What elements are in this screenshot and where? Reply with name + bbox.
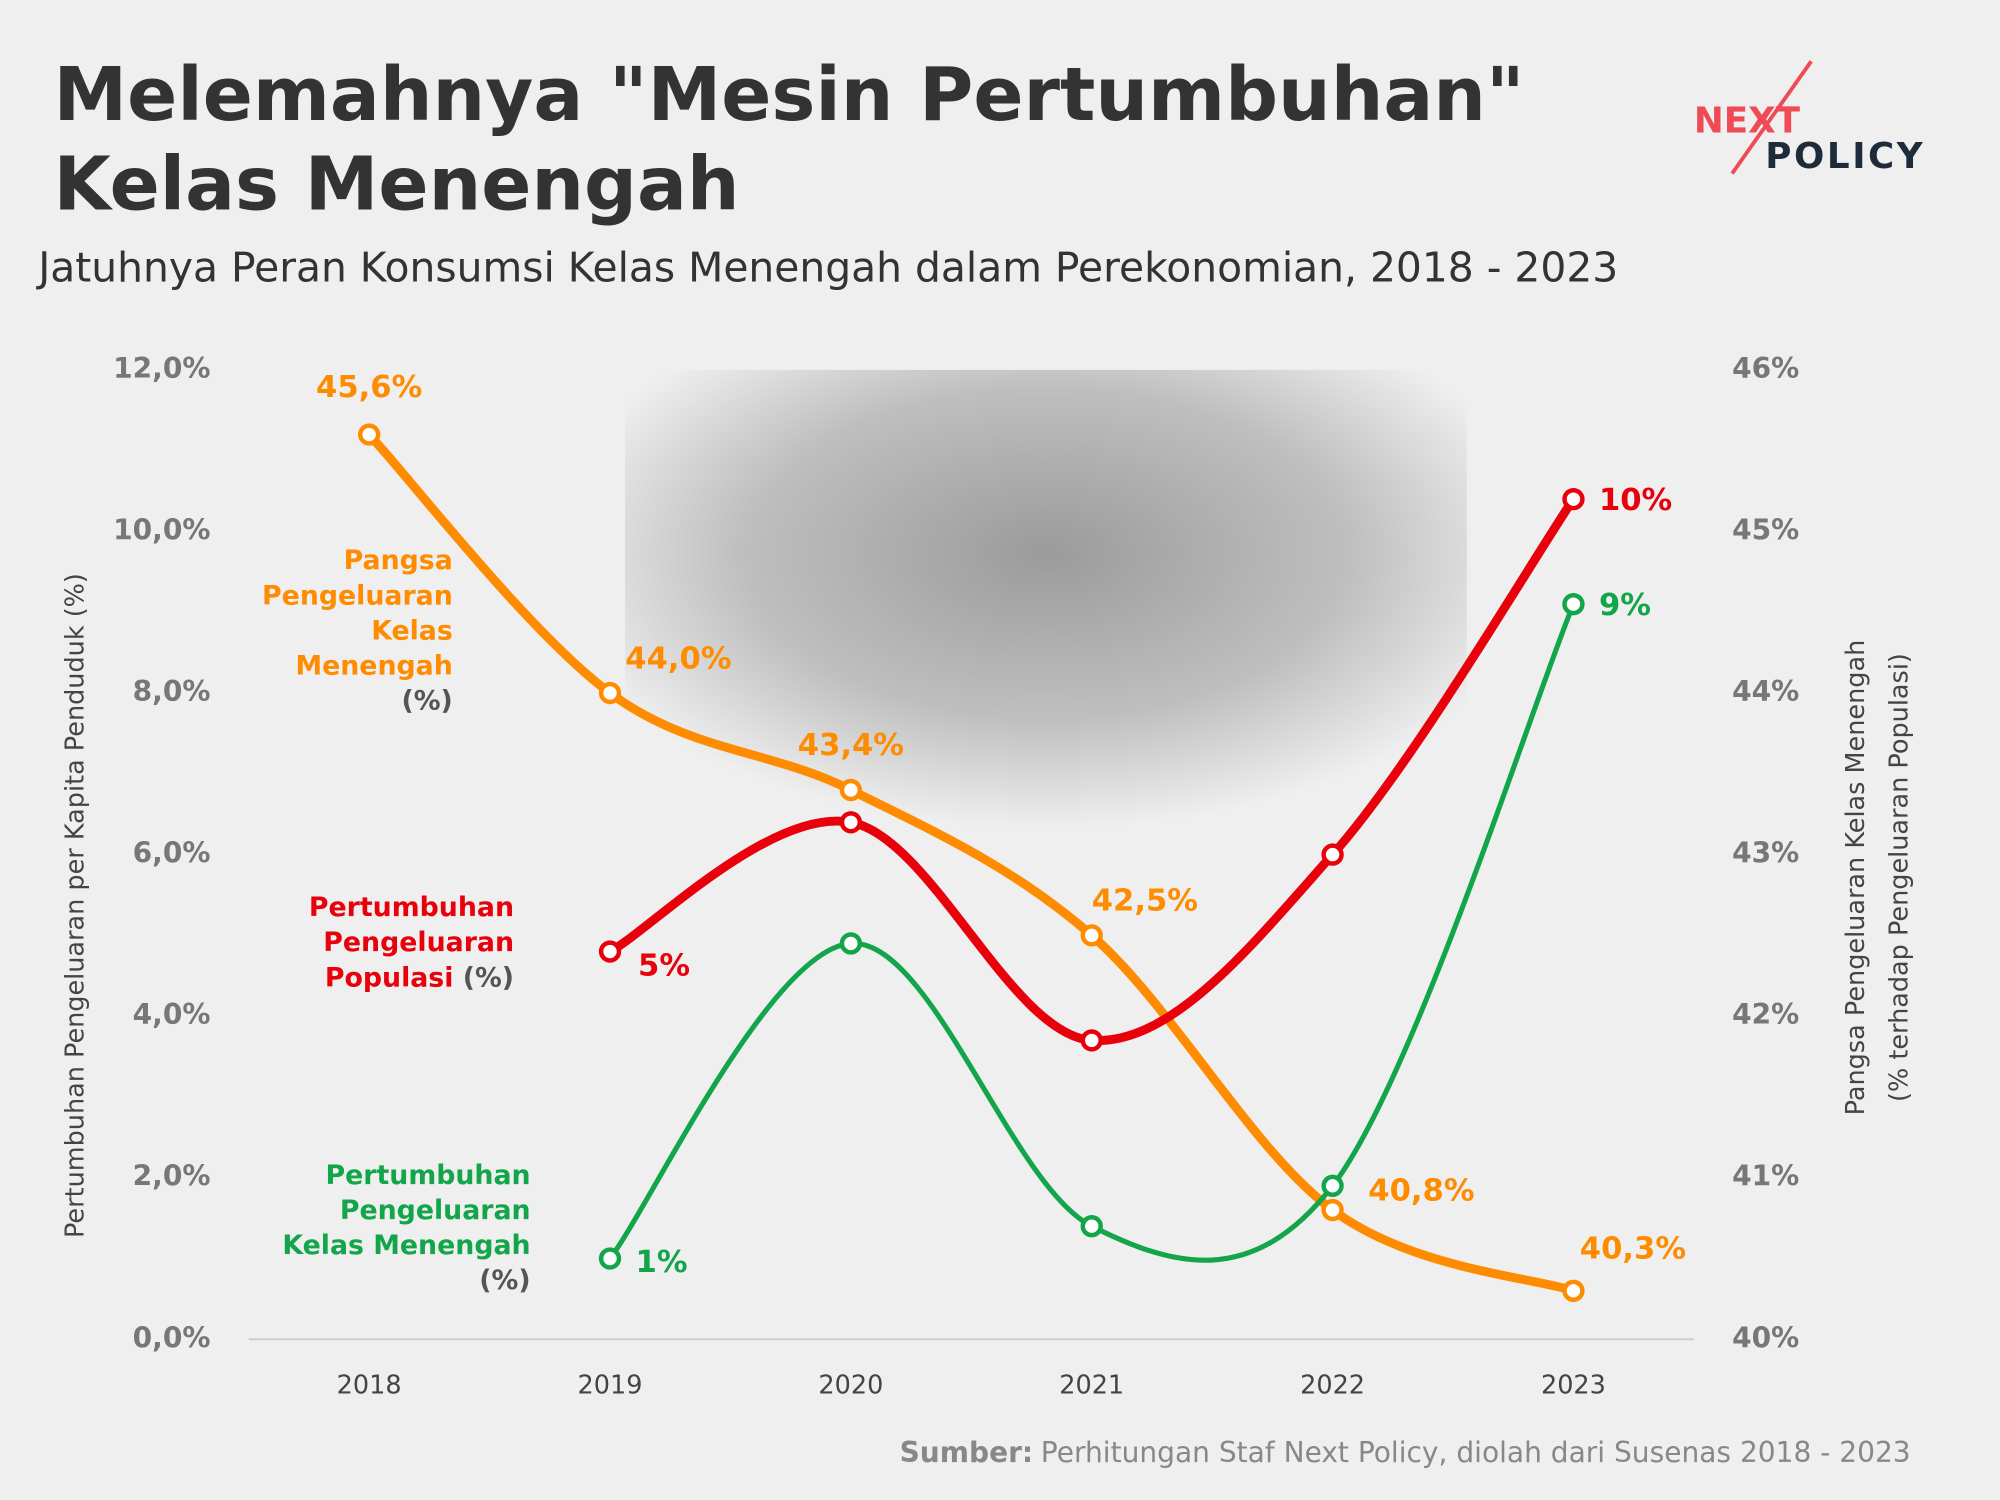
data-point [357, 423, 381, 446]
legend-line: Pangsa [344, 545, 453, 576]
legend-word: Pertumbuhan [326, 1160, 531, 1191]
chart-title: Kelas Menengah [54, 141, 740, 227]
legend-line: Populasi (%) [325, 962, 514, 993]
logo-slash [1730, 60, 1813, 175]
data-label: 45,6% [316, 370, 422, 405]
legend-line: Pengeluaran [262, 580, 453, 611]
data-point [1080, 1215, 1103, 1238]
legend-line: Pertumbuhan [326, 1160, 531, 1191]
legend-word: Kelas [282, 1230, 364, 1261]
y2-tick-label: 42% [1732, 998, 1799, 1031]
data-label: 40,3% [1580, 1232, 1686, 1267]
data-point [839, 778, 863, 802]
legend-line: (%) [479, 1265, 530, 1296]
legend-word: Menengah [364, 1230, 531, 1261]
source: Perhitungan Staf Next Policy, diolah dar… [1041, 1436, 1911, 1469]
data-label: 44,0% [625, 641, 731, 676]
chart-subtitle: Jatuhnya Peran Konsumsi Kelas Menengah d… [35, 243, 1618, 291]
y-tick-label: 6,0% [133, 837, 211, 870]
data-label: 1% [636, 1245, 688, 1280]
background-photo [625, 369, 1467, 830]
legend-label: Pangsa Pengeluaran Kelas Menengah (%) [262, 545, 453, 716]
y-tick-label: 2,0% [133, 1160, 211, 1193]
data-point [1080, 1029, 1103, 1052]
x-tick-label: 2023 [1541, 1370, 1606, 1400]
data-label: 40,8% [1368, 1174, 1474, 1209]
data-point [598, 1247, 622, 1270]
data-point [598, 681, 622, 705]
y-axis-title: Pertumbuhan Pengeluaran per Kapita Pendu… [61, 573, 91, 1238]
legend-line: Menengah [295, 650, 452, 681]
x-tick-label: 2018 [337, 1370, 402, 1400]
legend-line: Kelas Menengah [282, 1230, 530, 1261]
legend-word: Pertumbuhan [309, 892, 514, 923]
legend-word: Kelas [371, 615, 453, 646]
legend-word: Pengeluaran [323, 927, 514, 958]
data-label: 10% [1599, 483, 1672, 518]
logo: POLICY [1765, 136, 1925, 177]
y-tick-label: 10,0% [113, 513, 210, 546]
y-tick-label: 4,0% [133, 998, 211, 1031]
data-point [1562, 593, 1585, 616]
data-point [1562, 487, 1585, 511]
legend-word: Pengeluaran [262, 580, 453, 611]
x-tick-label: 2019 [578, 1370, 643, 1400]
x-tick-label: 2020 [818, 1370, 883, 1400]
y2-tick-label: 40% [1732, 1321, 1799, 1354]
x-tick-label: 2021 [1059, 1370, 1124, 1400]
y-tick-label: 8,0% [133, 675, 211, 708]
data-label: 9% [1599, 588, 1651, 623]
y2-tick-label: 45% [1732, 513, 1799, 546]
legend-word: Populasi [325, 962, 454, 993]
legend-word: (%) [453, 962, 514, 993]
logo: NEXT [1694, 100, 1801, 141]
legend-line: Kelas [371, 615, 453, 646]
data-label: 42,5% [1092, 884, 1198, 919]
data-point [598, 940, 622, 963]
legend-word: Menengah [295, 650, 452, 681]
y-tick-label: 0,0% [133, 1321, 211, 1354]
legend-line: Pertumbuhan [309, 892, 514, 923]
y2-axis-title: Pangsa Pengeluaran Kelas Menengah [1841, 640, 1871, 1116]
legend-label: Pertumbuhan Pengeluaran Kelas Menengah (%) [282, 1160, 530, 1296]
data-point [1321, 1174, 1344, 1197]
y2-tick-label: 46% [1732, 352, 1799, 385]
x-tick-label: 2022 [1300, 1370, 1365, 1400]
legend-line: (%) [402, 685, 453, 716]
y2-tick-label: 43% [1732, 837, 1799, 870]
legend-line: Pengeluaran [323, 927, 514, 958]
data-point [1080, 924, 1103, 947]
chart-title: Melemahnya "Mesin Pertumbuhan" [54, 52, 1525, 138]
legend-label: Pertumbuhan Pengeluaran Populasi (%) [309, 892, 514, 993]
data-point [1321, 1198, 1344, 1222]
y2-axis-title: (% terhadap Pengeluaran Populasi) [1885, 653, 1915, 1102]
series-line [364, 430, 1578, 1296]
data-point [1562, 1279, 1585, 1302]
data-label: 43,4% [798, 728, 904, 763]
legend-line: Pengeluaran [340, 1195, 531, 1226]
legend-word: (%) [402, 685, 453, 716]
data-point [839, 811, 863, 834]
legend-word: Pangsa [344, 545, 453, 576]
y2-tick-label: 41% [1732, 1160, 1799, 1193]
data-point [839, 932, 863, 955]
legend-word: (%) [479, 1265, 530, 1296]
source-label: Sumber: [900, 1436, 1034, 1469]
data-point [1321, 843, 1344, 866]
y-tick-label: 12,0% [113, 352, 210, 385]
legend-word: Pengeluaran [340, 1195, 531, 1226]
data-label: 5% [638, 948, 690, 983]
y2-tick-label: 44% [1732, 675, 1799, 708]
